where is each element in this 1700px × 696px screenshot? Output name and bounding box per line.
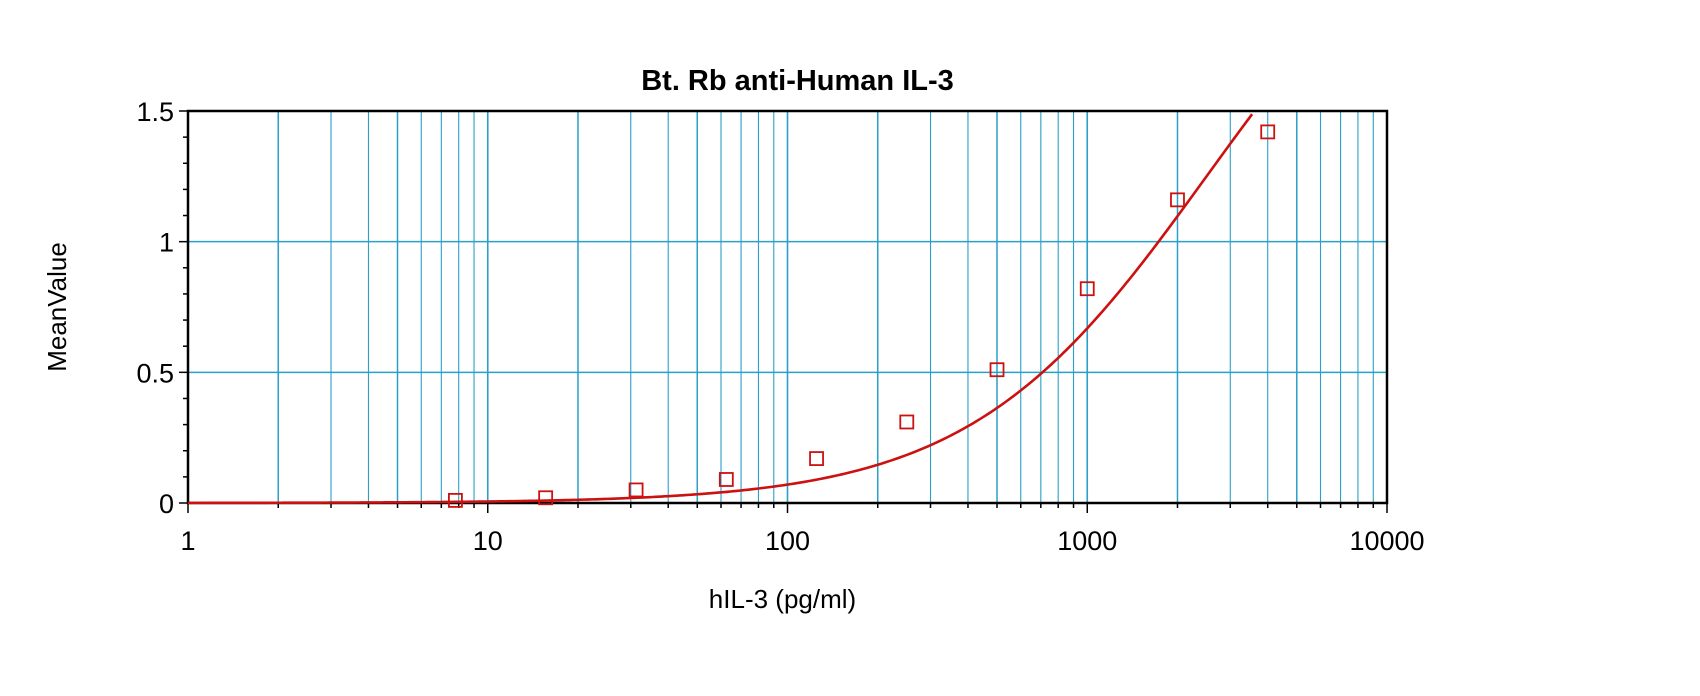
tick-labels: 1 10 100 1000 10000 0 0.5 1 1.5 bbox=[136, 97, 1424, 556]
x-tick-label: 1 bbox=[180, 526, 195, 556]
data-point bbox=[718, 472, 734, 487]
data-point bbox=[1079, 281, 1095, 297]
y-axis-label: MeanValue bbox=[42, 242, 72, 372]
data-point bbox=[809, 451, 824, 466]
data-point bbox=[1260, 124, 1276, 140]
y-tick-label: 0.5 bbox=[136, 358, 174, 388]
y-tick-label: 0 bbox=[159, 489, 174, 519]
x-tick-label: 10000 bbox=[1349, 526, 1424, 556]
axes bbox=[179, 109, 1389, 513]
x-tick-label: 100 bbox=[765, 526, 810, 556]
data-points bbox=[448, 124, 1276, 508]
data-point bbox=[628, 482, 644, 498]
x-tick-label: 10 bbox=[473, 526, 503, 556]
fit-curve-layer bbox=[188, 113, 1254, 505]
grid bbox=[188, 111, 1387, 503]
x-tick-label: 1000 bbox=[1057, 526, 1117, 556]
y-tick-label: 1 bbox=[159, 228, 174, 258]
data-point bbox=[448, 492, 463, 508]
fit-curve bbox=[188, 113, 1254, 505]
x-axis-label: hIL-3 (pg/ml) bbox=[709, 584, 856, 614]
y-tick-label: 1.5 bbox=[136, 97, 174, 127]
data-point bbox=[899, 414, 915, 430]
data-point bbox=[538, 490, 554, 506]
data-point bbox=[989, 362, 1005, 378]
chart-title: Bt. Rb anti-Human IL-3 bbox=[641, 65, 954, 97]
data-point bbox=[1170, 192, 1185, 208]
